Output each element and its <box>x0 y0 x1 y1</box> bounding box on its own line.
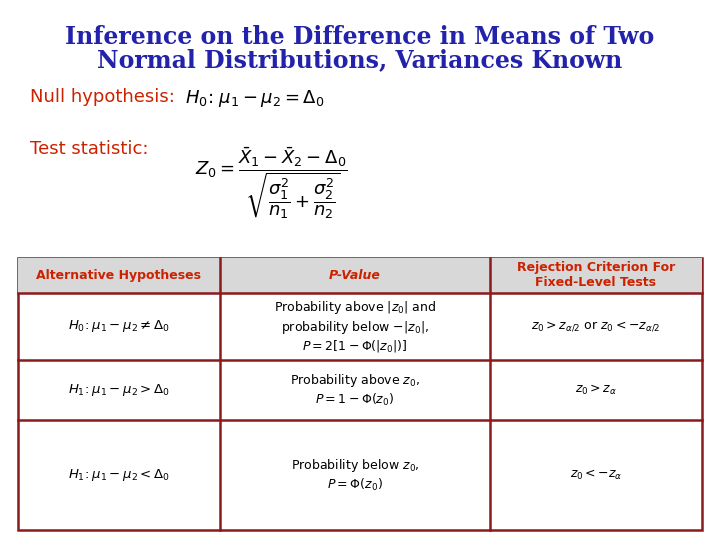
Text: $Z_0 = \dfrac{\bar{X}_1 - \bar{X}_2 - \Delta_0}{\sqrt{\dfrac{\sigma_1^2}{n_1} + : $Z_0 = \dfrac{\bar{X}_1 - \bar{X}_2 - \D… <box>195 145 348 220</box>
Text: $z_0 < -z_{\alpha}$: $z_0 < -z_{\alpha}$ <box>570 468 622 482</box>
Text: $z_0 > z_{\alpha}$: $z_0 > z_{\alpha}$ <box>575 383 617 397</box>
Bar <box>18 258 702 530</box>
Text: $H_0\!: \mu_1 - \mu_2 \neq \Delta_0$: $H_0\!: \mu_1 - \mu_2 \neq \Delta_0$ <box>68 319 170 334</box>
Text: Null hypothesis:: Null hypothesis: <box>30 88 175 106</box>
Text: Probability above $z_0$,
$P = 1 - \Phi(z_0)$: Probability above $z_0$, $P = 1 - \Phi(z… <box>290 372 420 408</box>
Bar <box>18 258 702 293</box>
Text: Normal Distributions, Variances Known: Normal Distributions, Variances Known <box>97 48 623 72</box>
Text: $z_0 > z_{\alpha/2}$ or $z_0 < -z_{\alpha/2}$: $z_0 > z_{\alpha/2}$ or $z_0 < -z_{\alph… <box>531 320 661 333</box>
Text: Probability above $|z_0|$ and
probability below $- |z_0|$,
$P = 2[1 - \Phi(|z_0|: Probability above $|z_0|$ and probabilit… <box>274 299 436 354</box>
Text: Probability below $z_0$,
$P = \Phi(z_0)$: Probability below $z_0$, $P = \Phi(z_0)$ <box>290 457 419 492</box>
Text: Rejection Criterion For
Fixed-Level Tests: Rejection Criterion For Fixed-Level Test… <box>517 261 675 289</box>
Text: $H_1\!: \mu_1 - \mu_2 < \Delta_0$: $H_1\!: \mu_1 - \mu_2 < \Delta_0$ <box>68 467 170 483</box>
Text: Inference on the Difference in Means of Two: Inference on the Difference in Means of … <box>66 25 654 49</box>
Text: $H_1\!: \mu_1 - \mu_2 > \Delta_0$: $H_1\!: \mu_1 - \mu_2 > \Delta_0$ <box>68 382 170 398</box>
Text: Alternative Hypotheses: Alternative Hypotheses <box>37 269 202 282</box>
Text: $H_0$: $\mu_1 - \mu_2 = \Delta_0$: $H_0$: $\mu_1 - \mu_2 = \Delta_0$ <box>185 88 325 109</box>
Text: P-Value: P-Value <box>329 269 381 282</box>
Text: Test statistic:: Test statistic: <box>30 140 148 158</box>
